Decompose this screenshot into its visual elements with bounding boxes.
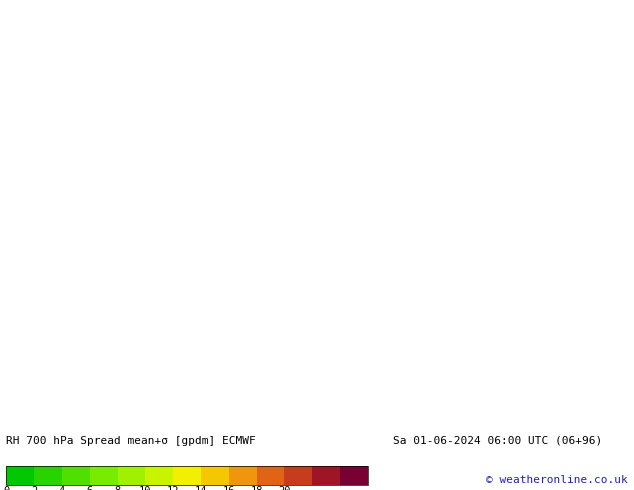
Bar [62, 466, 90, 485]
Text: 16: 16 [223, 486, 235, 490]
Bar [6, 466, 368, 485]
Text: 8: 8 [114, 486, 120, 490]
Text: 0: 0 [3, 486, 10, 490]
Bar [90, 466, 117, 485]
Bar [173, 466, 201, 485]
Bar [201, 466, 229, 485]
Bar [340, 466, 368, 485]
Text: RH 700 hPa Spread mean+σ [gpdm] ECMWF: RH 700 hPa Spread mean+σ [gpdm] ECMWF [6, 436, 256, 446]
Bar [229, 466, 257, 485]
Text: © weatheronline.co.uk: © weatheronline.co.uk [486, 475, 628, 486]
Text: 2: 2 [31, 486, 37, 490]
Text: 12: 12 [167, 486, 179, 490]
Text: Sa 01-06-2024 06:00 UTC (06+96): Sa 01-06-2024 06:00 UTC (06+96) [393, 436, 602, 446]
Text: 10: 10 [139, 486, 152, 490]
Bar [117, 466, 145, 485]
Bar [284, 466, 312, 485]
Bar [257, 466, 284, 485]
Text: 14: 14 [195, 486, 207, 490]
Bar [312, 466, 340, 485]
Text: 4: 4 [59, 486, 65, 490]
Bar [6, 466, 34, 485]
Bar [34, 466, 62, 485]
Text: 20: 20 [278, 486, 290, 490]
Bar [145, 466, 173, 485]
Text: 18: 18 [250, 486, 262, 490]
Text: 6: 6 [87, 486, 93, 490]
